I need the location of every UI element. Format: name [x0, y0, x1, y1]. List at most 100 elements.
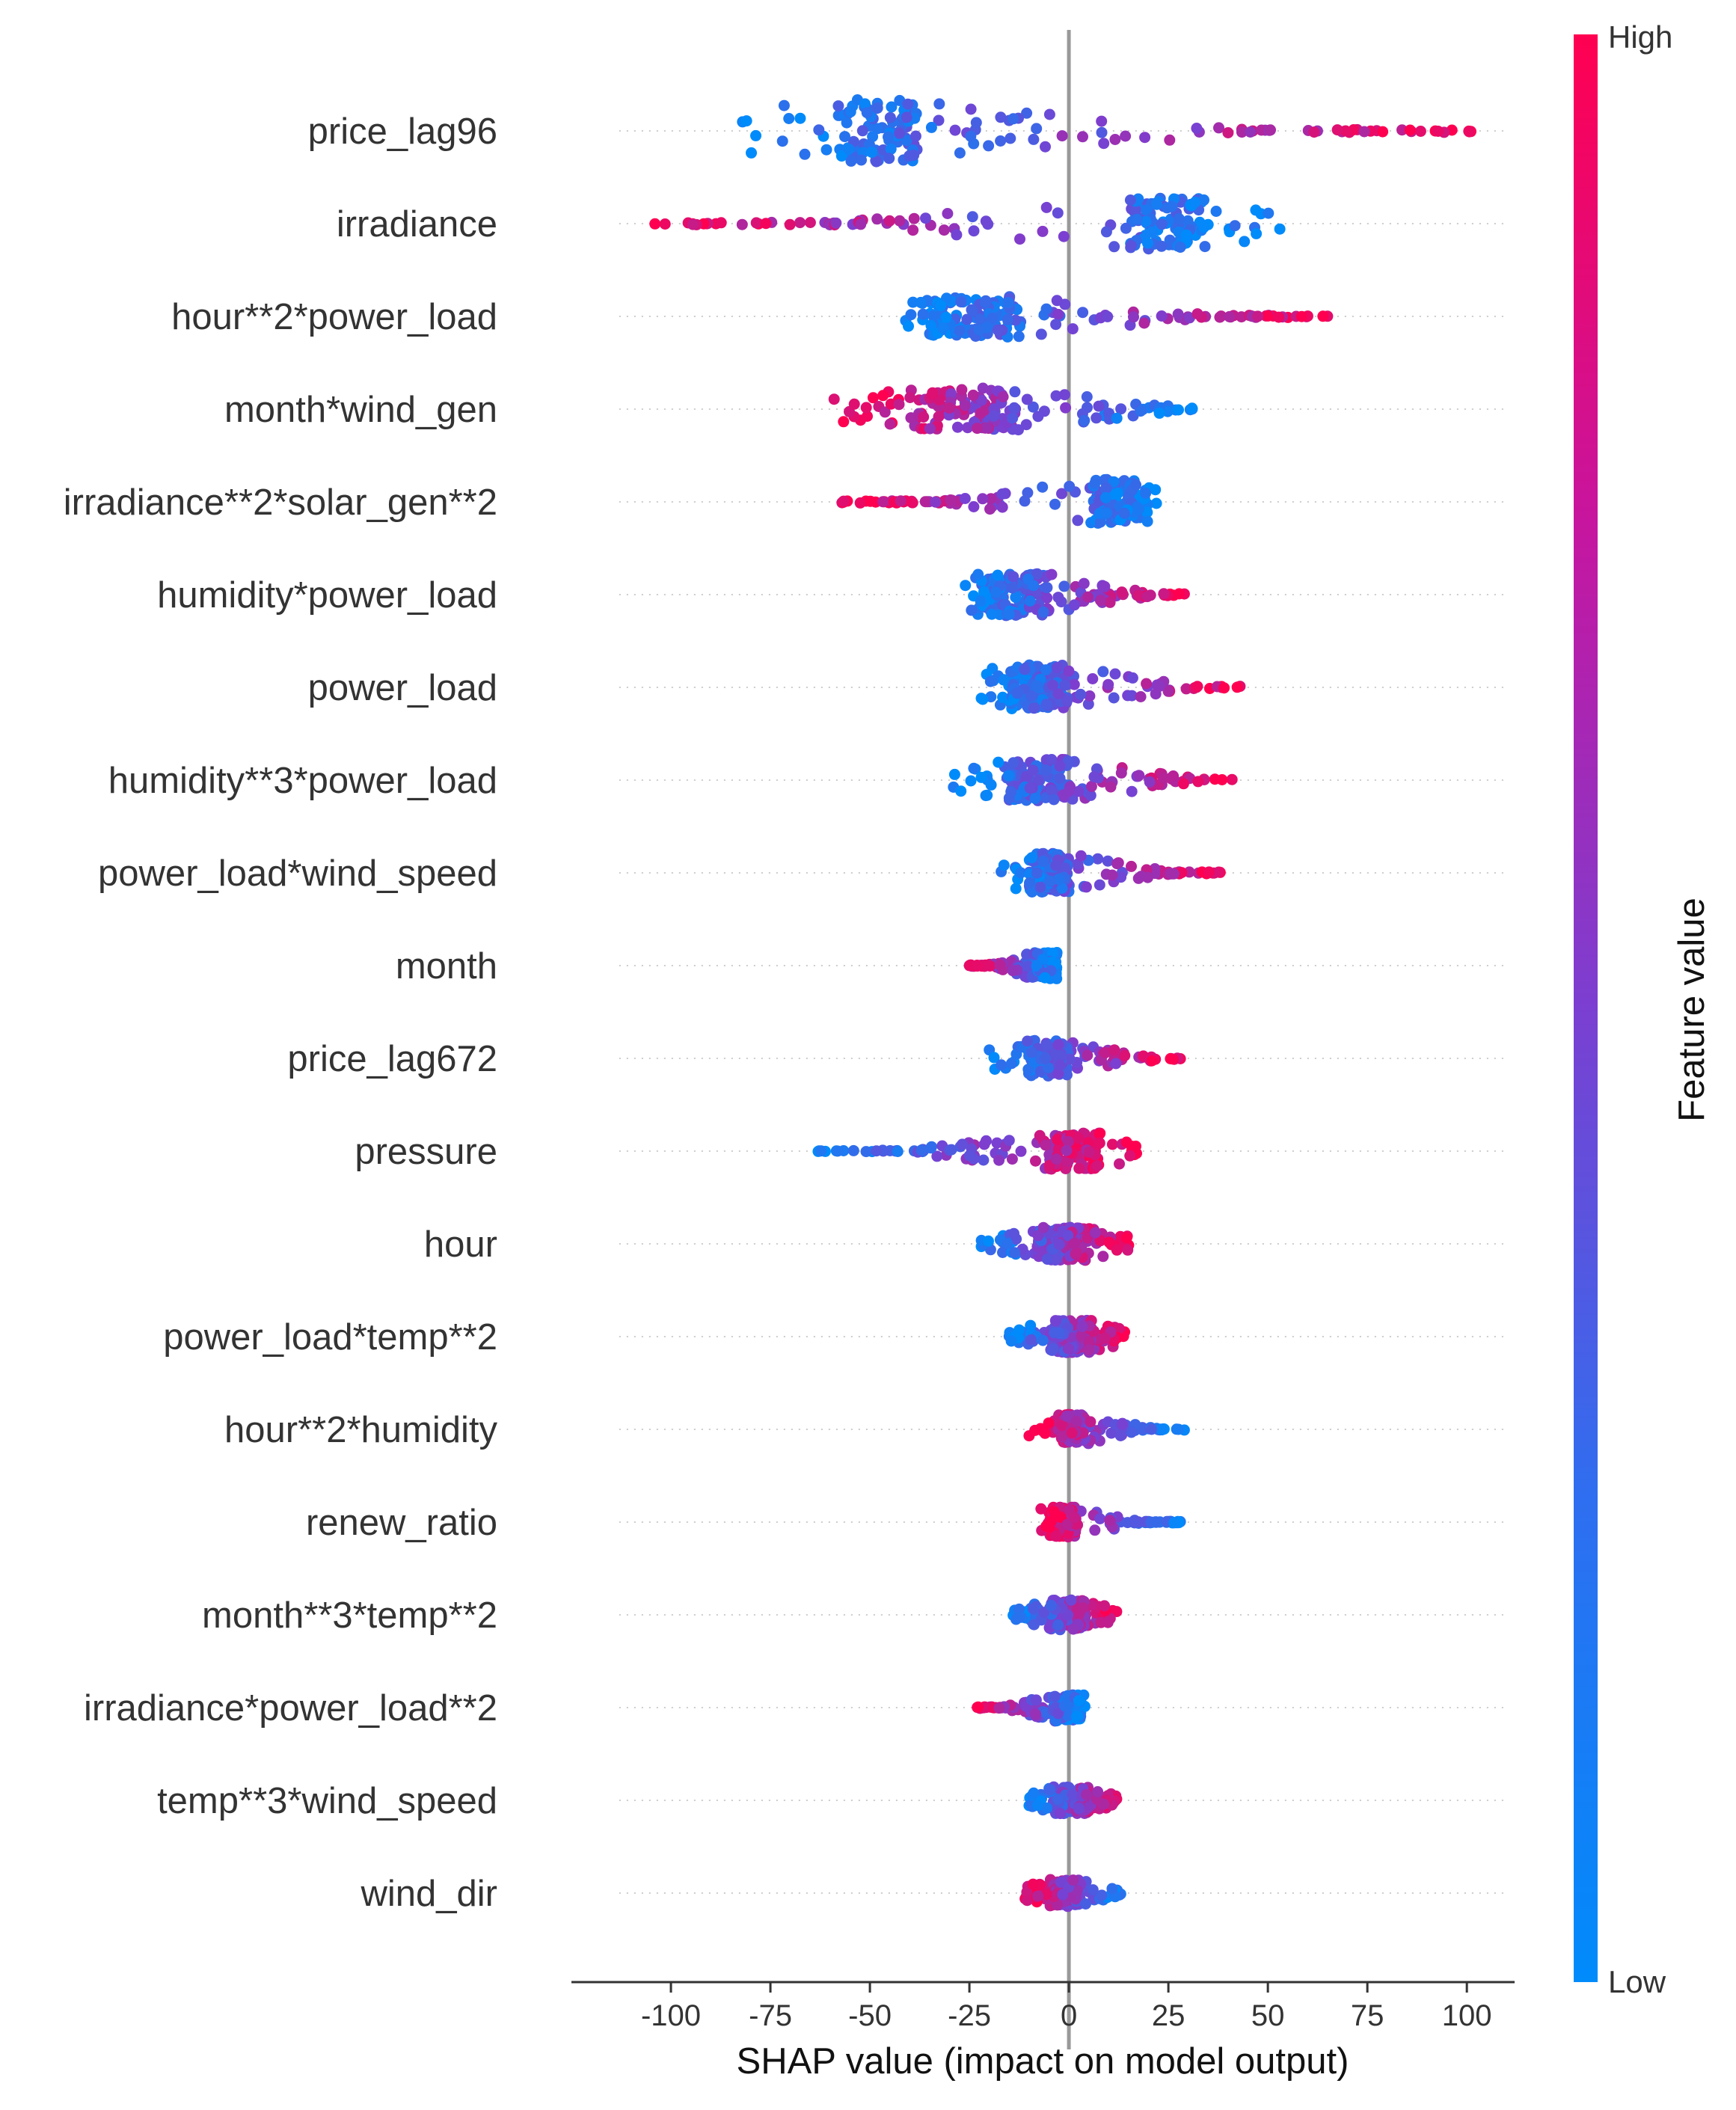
shap-dot — [1048, 794, 1060, 806]
shap-dot — [1130, 479, 1141, 491]
shap-dot — [838, 495, 850, 507]
shap-dot — [892, 1146, 904, 1157]
shap-dot — [995, 111, 1007, 123]
feature-label: power_load — [308, 668, 497, 708]
shap-dot — [1120, 1232, 1132, 1244]
shap-dot — [1050, 1530, 1062, 1542]
shap-dot — [856, 154, 867, 166]
shap-dot — [961, 313, 973, 325]
colorbar-low-label: Low — [1608, 1964, 1666, 1999]
shap-dot — [1053, 1239, 1065, 1251]
shap-dot — [1070, 1415, 1082, 1427]
shap-dot — [1019, 663, 1031, 675]
feature-label: wind_dir — [361, 1874, 497, 1914]
shap-dot — [1055, 1808, 1066, 1820]
shap-dot — [1002, 770, 1014, 782]
shap-dot — [907, 224, 919, 236]
shap-dot — [1432, 126, 1444, 137]
x-tick-label: -50 — [848, 1999, 892, 2032]
shap-dot — [865, 495, 877, 507]
shap-dot — [1029, 792, 1041, 804]
shap-dot — [828, 393, 840, 405]
shap-dot — [1037, 606, 1049, 618]
shap-dot — [1028, 580, 1040, 592]
shap-dot — [1060, 402, 1072, 414]
shap-dot — [1051, 1048, 1063, 1060]
shap-dot — [1087, 1884, 1099, 1896]
shap-dot — [894, 215, 906, 227]
shap-dot — [955, 785, 967, 797]
feature-dots — [984, 1034, 1186, 1082]
feature-label: power_load*temp**2 — [163, 1317, 497, 1358]
shap-dot — [1108, 476, 1120, 488]
shap-dot — [1226, 773, 1238, 785]
shap-dot — [1115, 767, 1127, 779]
shap-dot — [1076, 1321, 1088, 1332]
shap-dot — [1013, 1611, 1025, 1623]
shap-dot — [1031, 123, 1043, 135]
feature-labels: price_lag96 irradiance hour**2*power_loadm… — [64, 111, 498, 1914]
shap-dot — [1091, 1160, 1103, 1172]
shap-dot — [1040, 1052, 1052, 1064]
shap-dot — [794, 112, 806, 124]
feature-dots — [963, 947, 1063, 984]
shap-dot — [1158, 773, 1170, 784]
shap-dot — [1059, 679, 1071, 691]
shap-dot — [1099, 1046, 1111, 1058]
shap-dot — [1044, 875, 1056, 887]
shap-dot — [1046, 784, 1058, 796]
shap-dot — [1124, 194, 1136, 206]
shap-dot — [1094, 1128, 1105, 1140]
shap-dot — [903, 320, 914, 332]
shap-dot — [1056, 488, 1067, 500]
shap-dot — [1013, 424, 1024, 436]
shap-dot — [917, 308, 929, 320]
shap-dot — [1168, 1517, 1180, 1529]
shap-dot — [972, 960, 984, 972]
feature-dots — [649, 192, 1286, 255]
shap-dot — [1056, 1429, 1068, 1441]
shap-dot — [925, 1142, 937, 1154]
shap-dot — [933, 98, 945, 110]
shap-dot — [960, 399, 971, 411]
shap-dot — [931, 1150, 943, 1162]
shap-dot — [975, 771, 987, 783]
shap-dot — [794, 217, 806, 229]
shap-dot — [970, 117, 982, 129]
shap-dot — [1034, 1129, 1046, 1141]
shap-dot — [1050, 390, 1062, 402]
shap-dot — [1079, 414, 1091, 426]
shap-dot — [1085, 780, 1097, 792]
shap-dot — [1114, 1158, 1125, 1170]
shap-dot — [1108, 1044, 1120, 1056]
shap-dot — [1377, 126, 1389, 138]
shap-dot — [933, 114, 945, 126]
shap-dot — [1038, 1607, 1050, 1619]
shap-dot — [1150, 484, 1162, 496]
shap-dot — [1043, 1062, 1055, 1073]
shap-dot — [1052, 1708, 1064, 1720]
shap-dot — [996, 501, 1008, 513]
shap-dot — [951, 229, 963, 241]
shap-dot — [1077, 1602, 1089, 1614]
shap-dot — [1173, 404, 1184, 416]
shap-dot — [972, 568, 984, 580]
shap-dot — [1037, 856, 1049, 868]
shap-dot — [1396, 124, 1408, 136]
shap-dot — [1052, 308, 1064, 320]
shap-dot — [993, 1702, 1005, 1714]
shap-dot — [954, 325, 966, 337]
shap-dot — [1177, 778, 1189, 790]
shap-dot — [1024, 782, 1036, 794]
shap-dot — [1214, 311, 1226, 323]
shap-dot — [1022, 487, 1034, 499]
shap-dot — [1089, 1227, 1101, 1239]
x-axis-ticks: -100 -75 -50 -25 0 25 50 75 100 — [641, 1982, 1492, 2032]
feature-dots — [975, 1221, 1135, 1266]
shap-dot — [1032, 1230, 1044, 1242]
shap-dot — [1081, 391, 1093, 402]
shap-dot — [1135, 405, 1147, 417]
shap-dot — [1139, 132, 1151, 144]
shap-dot — [925, 121, 937, 133]
shap-dot — [1191, 681, 1203, 693]
